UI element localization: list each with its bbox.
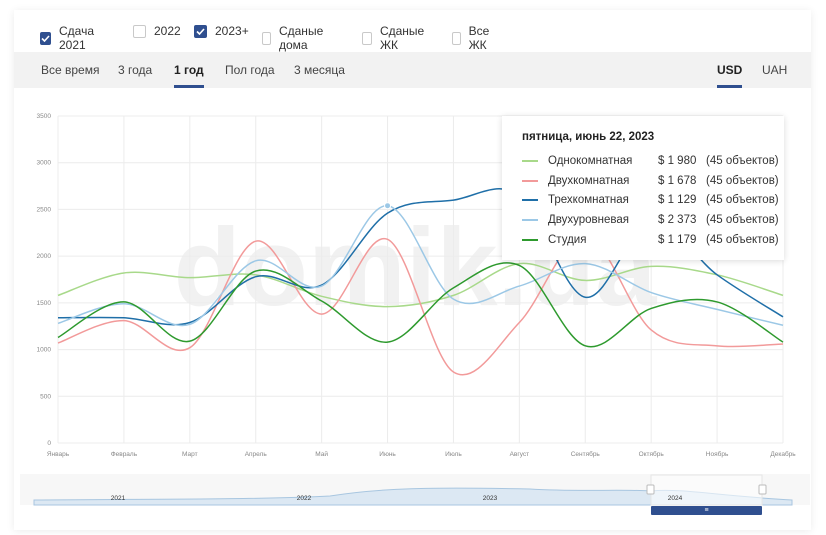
tooltip-series-count: (45 объектов): [706, 233, 779, 246]
tooltip-series-name: Двухуровневая: [548, 214, 630, 227]
legend-line-icon: [522, 219, 538, 222]
filter-checkbox-5[interactable]: Сданые ЖК: [362, 24, 427, 52]
filter-label: 2022: [154, 24, 181, 38]
currency-tab-uah[interactable]: UAH: [762, 63, 788, 77]
period-tab-3[interactable]: 1 год: [174, 52, 204, 88]
filter-label: Сданые ЖК: [379, 24, 425, 52]
tooltip-row: Студия $ 1 179 (45 объектов): [522, 232, 779, 248]
legend-line-icon: [522, 199, 538, 202]
tooltip-series-name: Студия: [548, 233, 587, 246]
filter-label: Все ЖК: [468, 24, 490, 52]
period-tab-4[interactable]: Пол года: [225, 63, 275, 77]
period-tab-2[interactable]: 3 года: [118, 63, 153, 77]
tooltip-title: пятница, июнь 22, 2023: [522, 131, 655, 143]
tooltip-row: Однокомнатная $ 1 980 (45 объектов): [522, 153, 779, 169]
tooltip-series-count: (45 объектов): [706, 194, 779, 207]
tooltip-row: Двухуровневая $ 2 373 (45 объектов): [522, 212, 779, 228]
period-tabs: Все время 3 года 1 год Пол года 3 месяца USD U…: [14, 52, 811, 88]
tooltip-series-value: $ 1 129: [658, 194, 697, 207]
tooltip-series-value: $ 1 678: [658, 174, 697, 187]
legend-line-icon: [522, 238, 538, 241]
checkbox-empty-icon[interactable]: [133, 24, 146, 38]
filter-checkbox-2[interactable]: 2022: [133, 24, 181, 38]
tooltip-row: Двухкомнатная $ 1 678 (45 объектов): [522, 173, 779, 189]
filter-label: 2023+: [215, 24, 249, 38]
currency-tab-usd[interactable]: USD: [717, 52, 743, 88]
filter-checkbox-6[interactable]: Все ЖК: [452, 24, 494, 52]
tooltip-series-value: $ 1 179: [658, 233, 697, 246]
tooltip-row: Трехкомнатная $ 1 129 (45 объектов): [522, 192, 779, 208]
checkbox-empty-icon[interactable]: [362, 31, 372, 45]
tooltip-series-value: $ 1 980: [658, 155, 697, 167]
tooltip-series-count: (45 объектов): [706, 174, 779, 187]
legend-line-icon: [522, 160, 538, 162]
filter-checkbox-1[interactable]: Сдача 2021: [40, 24, 96, 52]
checkbox-checked-icon[interactable]: [40, 31, 51, 45]
tooltip-series-name: Трехкомнатная: [548, 194, 629, 207]
legend-line-icon: [522, 179, 538, 182]
filter-label: Сдача 2021: [59, 24, 95, 52]
filter-checkbox-3[interactable]: 2023+: [194, 24, 249, 38]
tooltip-series-count: (45 объектов): [706, 214, 779, 227]
chart-card: [14, 10, 811, 530]
filter-checkbox-4[interactable]: Сданые дома: [262, 24, 327, 52]
tooltip-series-name: Однокомнатная: [548, 155, 633, 167]
tooltip-series-value: $ 2 373: [658, 214, 697, 227]
chart-tooltip: пятница, июнь 22, 2023 Однокомнатная $ 1 …: [502, 116, 784, 260]
filter-label: Сданые дома: [278, 24, 324, 52]
period-tab-5[interactable]: 3 месяца: [294, 63, 345, 77]
tooltip-series-count: (45 объектов): [706, 155, 779, 167]
scrollbar-grip: ≡: [704, 507, 709, 514]
checkbox-empty-icon[interactable]: [452, 31, 461, 45]
tooltip-series-name: Двухкомнатная: [548, 174, 630, 187]
checkbox-checked-icon[interactable]: [194, 24, 207, 38]
period-tab-1[interactable]: Все время: [41, 63, 100, 77]
navigator-scrollbar[interactable]: ≡: [651, 506, 762, 515]
checkbox-empty-icon[interactable]: [262, 31, 271, 45]
